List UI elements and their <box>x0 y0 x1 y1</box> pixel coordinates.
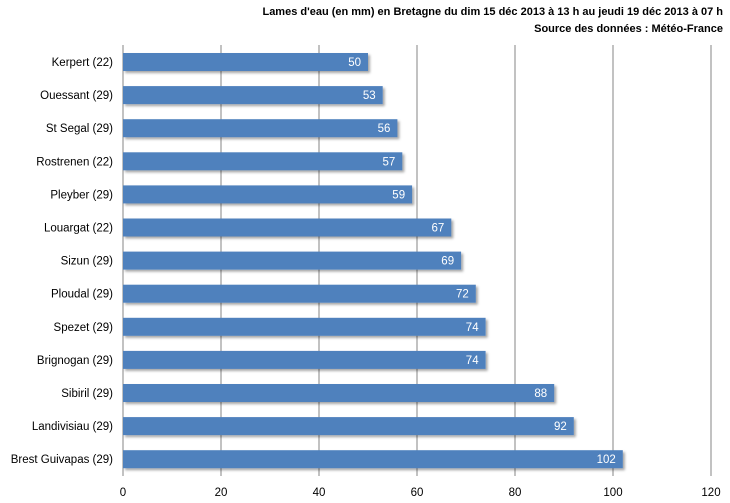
data-label: 56 <box>378 123 391 135</box>
bar <box>123 350 486 369</box>
x-tick-label: 120 <box>701 487 720 499</box>
category-label: Louargat (22) <box>44 223 113 235</box>
data-label: 102 <box>597 454 616 466</box>
category-label: Ploudal (29) <box>51 289 113 301</box>
x-tick-label: 40 <box>313 487 326 499</box>
bar <box>123 384 555 402</box>
category-label: Kerpert (22) <box>52 57 114 69</box>
category-label: Brest Guivapas (29) <box>11 454 113 466</box>
bar <box>123 119 398 138</box>
bar <box>123 218 452 237</box>
bar <box>123 53 368 71</box>
chart-subtitle: Source des données : Météo-France <box>534 23 723 35</box>
data-label: 53 <box>363 90 376 102</box>
bar <box>123 152 403 171</box>
x-tick-label: 20 <box>215 487 228 499</box>
category-label: Landivisiau (29) <box>32 421 113 433</box>
category-label: Rostrenen (22) <box>36 156 113 168</box>
x-tick-label: 100 <box>603 487 622 499</box>
data-label: 72 <box>456 289 469 301</box>
x-tick-label: 0 <box>120 487 126 499</box>
category-label: Sizun (29) <box>61 256 114 268</box>
category-label: Ouessant (29) <box>40 90 113 102</box>
bar <box>123 284 476 303</box>
x-tick-label: 60 <box>411 487 424 499</box>
data-label: 59 <box>392 189 405 201</box>
bar <box>123 317 486 336</box>
data-label: 88 <box>534 388 547 400</box>
data-label: 74 <box>466 355 479 367</box>
chart-title: Lames d'eau (en mm) en Bretagne du dim 1… <box>262 6 723 18</box>
data-label: 92 <box>554 421 567 433</box>
x-tick-label: 80 <box>509 487 522 499</box>
data-label: 74 <box>466 322 479 334</box>
category-label: Brignogan (29) <box>37 355 113 367</box>
category-label: Spezet (29) <box>54 322 114 334</box>
chart-title-block: Lames d'eau (en mm) en Bretagne du dim 1… <box>262 4 723 38</box>
category-label: Sibiril (29) <box>61 388 113 400</box>
category-label: St Segal (29) <box>46 123 113 135</box>
bar <box>123 251 462 270</box>
data-label: 57 <box>383 156 396 168</box>
bar <box>123 185 413 204</box>
bar <box>123 417 574 436</box>
bar <box>123 86 383 105</box>
bar <box>123 450 623 469</box>
data-label: 67 <box>432 223 445 235</box>
data-label: 69 <box>441 256 454 268</box>
category-label: Pleyber (29) <box>50 189 113 201</box>
data-label: 50 <box>348 57 361 69</box>
